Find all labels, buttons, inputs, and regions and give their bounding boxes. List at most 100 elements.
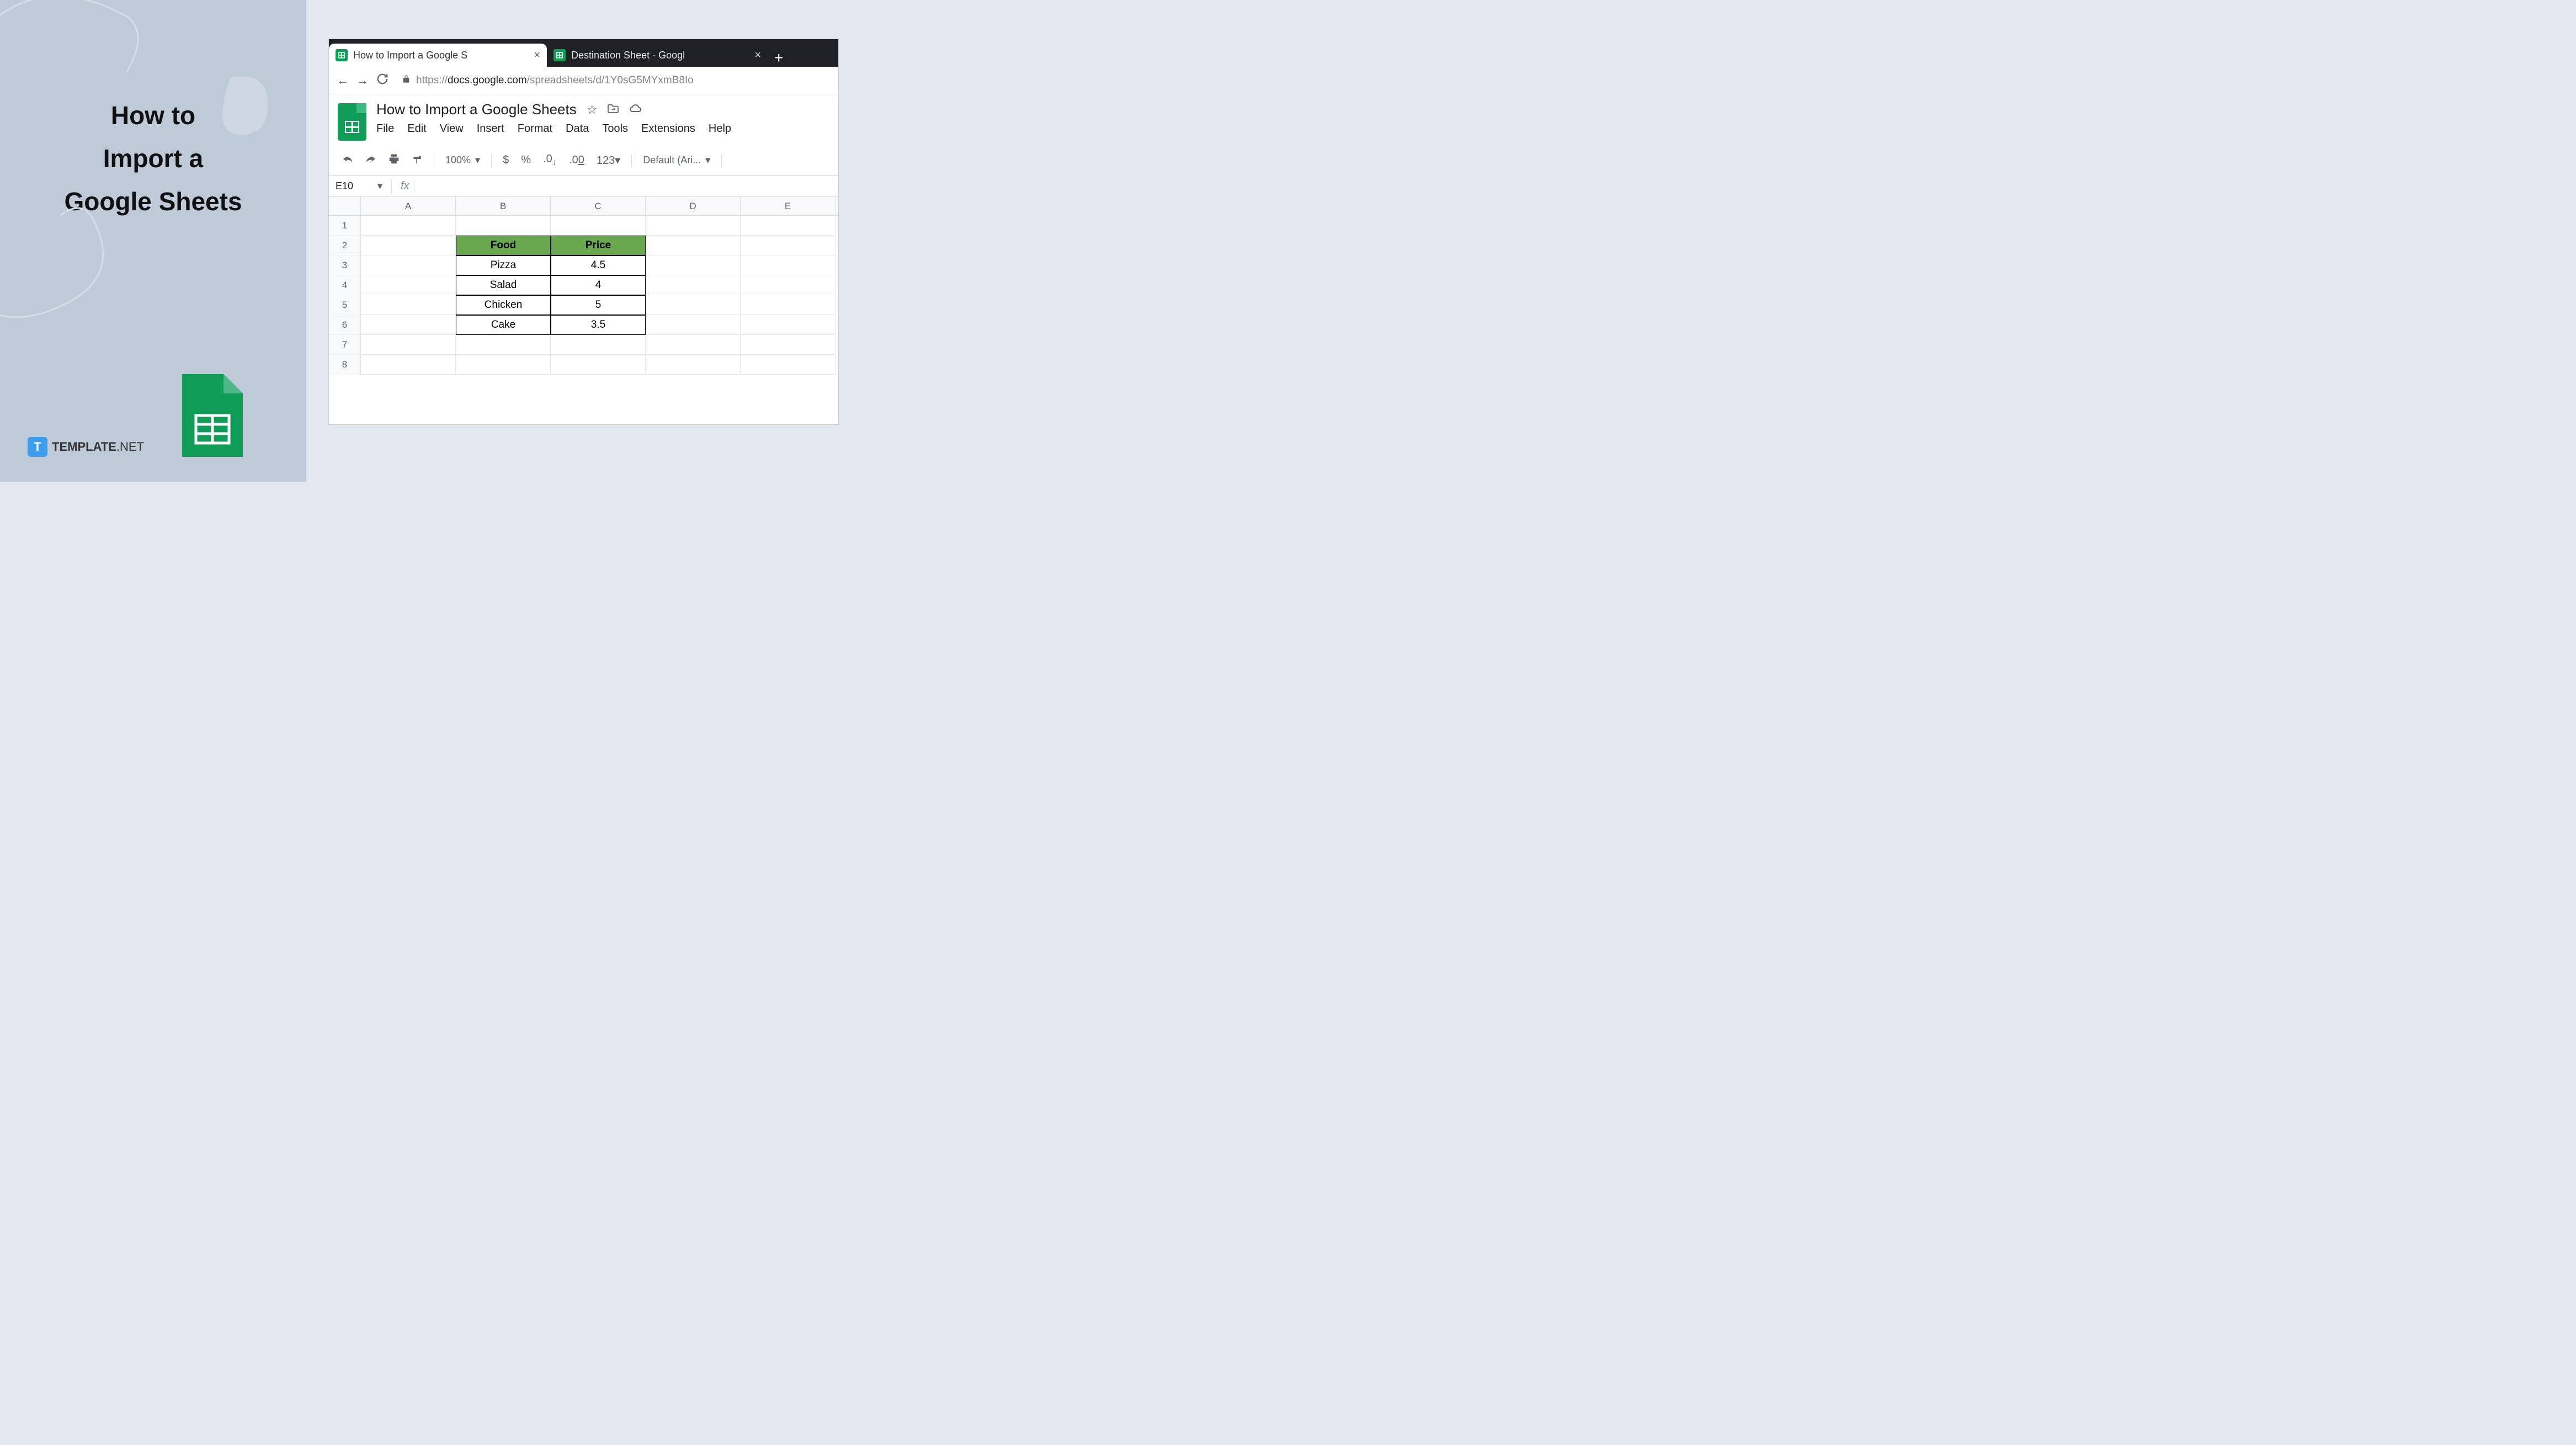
- col-header[interactable]: A: [361, 197, 456, 215]
- row-header[interactable]: 1: [329, 216, 361, 236]
- cell-reference[interactable]: E10: [329, 180, 373, 192]
- table-cell[interactable]: 5: [551, 295, 646, 315]
- print-icon[interactable]: [384, 151, 404, 170]
- row-header[interactable]: 4: [329, 275, 361, 295]
- cell[interactable]: [646, 275, 741, 295]
- decorative-curve-top: [0, 0, 155, 83]
- row-header[interactable]: 6: [329, 315, 361, 335]
- col-header[interactable]: B: [456, 197, 551, 215]
- cell[interactable]: [551, 355, 646, 375]
- cell[interactable]: [741, 295, 835, 315]
- cell[interactable]: [741, 275, 835, 295]
- cell[interactable]: [741, 315, 835, 335]
- reload-icon[interactable]: [376, 73, 388, 88]
- more-formats-icon[interactable]: 123▾: [592, 151, 625, 169]
- cell[interactable]: [646, 236, 741, 255]
- url-field[interactable]: https://docs.google.com/spreadsheets/d/1…: [396, 74, 831, 87]
- cell[interactable]: [361, 355, 456, 375]
- menu-format[interactable]: Format: [518, 122, 552, 135]
- cell[interactable]: [741, 216, 835, 236]
- percent-icon[interactable]: %: [517, 152, 535, 169]
- paint-format-icon[interactable]: [407, 151, 427, 170]
- left-info-panel: How to Import a Google Sheets T TEMPLATE…: [0, 0, 306, 482]
- row-header[interactable]: 3: [329, 255, 361, 275]
- cell[interactable]: [551, 335, 646, 355]
- new-tab-button[interactable]: +: [768, 49, 790, 67]
- browser-tab-active[interactable]: How to Import a Google S ×: [329, 44, 547, 67]
- move-folder-icon[interactable]: [607, 103, 619, 117]
- cell[interactable]: [361, 216, 456, 236]
- col-header[interactable]: D: [646, 197, 741, 215]
- title-line-2: Import a: [103, 144, 203, 173]
- google-sheets-logo: [182, 374, 243, 460]
- table-cell[interactable]: 4: [551, 275, 646, 295]
- menu-edit[interactable]: Edit: [407, 122, 426, 135]
- name-box-dropdown-icon[interactable]: ▾: [373, 180, 387, 192]
- decorative-curve-bottom: [0, 193, 143, 337]
- cell[interactable]: [646, 315, 741, 335]
- tab-label: Destination Sheet - Googl: [571, 50, 685, 61]
- table-cell[interactable]: 4.5: [551, 255, 646, 275]
- undo-icon[interactable]: [338, 152, 358, 169]
- increase-decimal-icon[interactable]: .00: [565, 152, 589, 169]
- cell[interactable]: [646, 355, 741, 375]
- table-header-cell[interactable]: Food: [456, 236, 551, 255]
- cell[interactable]: [646, 335, 741, 355]
- menu-data[interactable]: Data: [566, 122, 589, 135]
- decrease-decimal-icon[interactable]: .0↓: [539, 151, 561, 170]
- row-header[interactable]: 8: [329, 355, 361, 375]
- menu-view[interactable]: View: [440, 122, 464, 135]
- dropdown-icon: ▾: [705, 154, 710, 166]
- menu-insert[interactable]: Insert: [477, 122, 504, 135]
- cell[interactable]: [456, 335, 551, 355]
- redo-icon[interactable]: [361, 152, 381, 169]
- browser-tab-inactive[interactable]: Destination Sheet - Googl ×: [547, 44, 768, 67]
- table-header-cell[interactable]: Price: [551, 236, 646, 255]
- cell[interactable]: [361, 255, 456, 275]
- menu-extensions[interactable]: Extensions: [641, 122, 695, 135]
- cell[interactable]: [741, 236, 835, 255]
- zoom-dropdown[interactable]: 100% ▾: [441, 154, 485, 166]
- document-title[interactable]: How to Import a Google Sheets: [376, 101, 577, 118]
- menu-file[interactable]: File: [376, 122, 394, 135]
- cell[interactable]: [361, 335, 456, 355]
- col-header[interactable]: C: [551, 197, 646, 215]
- table-cell[interactable]: Salad: [456, 275, 551, 295]
- col-header[interactable]: E: [741, 197, 835, 215]
- table-cell[interactable]: Pizza: [456, 255, 551, 275]
- back-icon[interactable]: ←: [337, 73, 349, 88]
- title-line-1: How to: [111, 101, 195, 130]
- cell[interactable]: [646, 216, 741, 236]
- menu-tools[interactable]: Tools: [602, 122, 628, 135]
- menu-help[interactable]: Help: [709, 122, 731, 135]
- font-dropdown[interactable]: Default (Ari... ▾: [638, 154, 715, 166]
- currency-icon[interactable]: $: [498, 152, 513, 169]
- sheets-app-icon[interactable]: [338, 103, 366, 141]
- row-header[interactable]: 5: [329, 295, 361, 315]
- table-cell[interactable]: Cake: [456, 315, 551, 335]
- cell[interactable]: [361, 275, 456, 295]
- cell[interactable]: [551, 216, 646, 236]
- cell[interactable]: [361, 315, 456, 335]
- cell[interactable]: [646, 295, 741, 315]
- tab-close-icon[interactable]: ×: [754, 49, 761, 62]
- cell[interactable]: [646, 255, 741, 275]
- cell[interactable]: [361, 236, 456, 255]
- cell[interactable]: [456, 355, 551, 375]
- table-cell[interactable]: 3.5: [551, 315, 646, 335]
- row-header[interactable]: 2: [329, 236, 361, 255]
- row-header[interactable]: 7: [329, 335, 361, 355]
- star-icon[interactable]: ☆: [587, 103, 598, 117]
- cell[interactable]: [741, 355, 835, 375]
- tab-close-icon[interactable]: ×: [534, 49, 540, 62]
- template-text: TEMPLATE.NET: [52, 440, 144, 454]
- cloud-status-icon[interactable]: [629, 103, 642, 117]
- select-all-corner[interactable]: [329, 197, 361, 216]
- cell[interactable]: [361, 295, 456, 315]
- decorative-blob: [221, 72, 270, 138]
- cell[interactable]: [456, 216, 551, 236]
- cell[interactable]: [741, 255, 835, 275]
- cell[interactable]: [741, 335, 835, 355]
- forward-icon[interactable]: →: [356, 73, 369, 88]
- table-cell[interactable]: Chicken: [456, 295, 551, 315]
